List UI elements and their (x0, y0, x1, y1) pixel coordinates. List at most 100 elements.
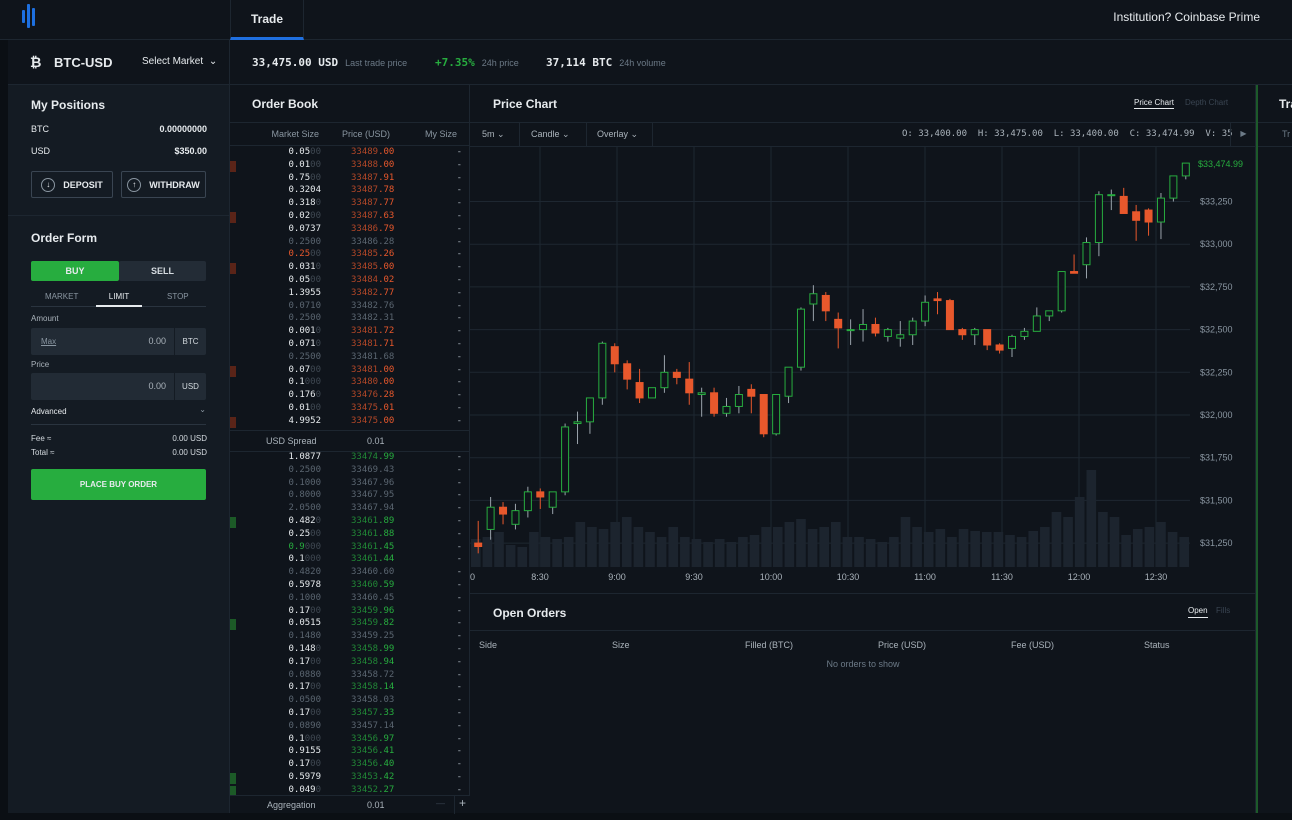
tab-price-chart[interactable]: Price Chart (1134, 98, 1175, 109)
volume-bar (935, 529, 946, 567)
bid-row[interactable]: 0.1480 33459.25 - (230, 631, 470, 644)
ask-row[interactable]: 0.7500 33487.91 - (230, 173, 470, 186)
bid-row[interactable]: 0.0890 33457.14 - (230, 721, 470, 734)
bid-row[interactable]: 0.1000 33456.97 - (230, 734, 470, 747)
bid-row[interactable]: 1.0877 33474.99 - (230, 452, 470, 465)
ask-row[interactable]: 0.2500 33481.68 - (230, 352, 470, 365)
volume-bar (912, 527, 922, 567)
market-selector[interactable]: ₿ BTC-USD Select Market ⌄ (8, 40, 230, 85)
bid-row[interactable]: 0.1700 33458.94 - (230, 657, 470, 670)
coinbase-pro-logo[interactable] (22, 4, 40, 28)
volume-bar (1144, 527, 1155, 567)
bid-row[interactable]: 0.5979 33453.42 - (230, 772, 470, 785)
ask-row[interactable]: 0.2500 33485.26 - (230, 249, 470, 262)
volume-bar (645, 532, 655, 567)
row-my-size: - (456, 528, 462, 539)
place-buy-order-button[interactable]: PLACE BUY ORDER (31, 469, 206, 500)
ask-row[interactable]: 0.0710 33481.71 - (230, 339, 470, 352)
row-price: 33484.02 (351, 275, 395, 285)
interval-select[interactable]: 5m ⌄ (470, 123, 520, 147)
bid-row[interactable]: 0.4820 33461.89 - (230, 516, 470, 529)
tab-fills[interactable]: Fills (1216, 606, 1231, 615)
tab-trade[interactable]: Trade (230, 0, 304, 40)
ask-row[interactable]: 0.0500 33489.00 - (230, 147, 470, 160)
row-my-size: - (456, 580, 462, 590)
bid-row[interactable]: 0.1700 33459.96 - (230, 606, 470, 619)
ask-row[interactable]: 4.9952 33475.00 - (230, 416, 470, 429)
bid-row[interactable]: 0.2500 33469.43 - (230, 465, 470, 478)
candlestick-chart[interactable]: $31,250 $31,500 $31,750 $32,000 $32,250 $32,5… (470, 147, 1256, 593)
row-my-size: - (456, 759, 462, 770)
bid-row[interactable]: 0.1000 33467.96 - (230, 478, 470, 491)
bid-row[interactable]: 0.0515 33459.82 - (230, 618, 470, 631)
bid-row[interactable]: 0.8000 33467.95 - (230, 490, 470, 503)
bid-row[interactable]: 0.0490 33452.27 - (230, 785, 470, 798)
candle-body (933, 298, 942, 302)
bid-row[interactable]: 0.2500 33461.88 - (230, 529, 470, 542)
row-size: 0.1700 (288, 605, 321, 616)
bid-row[interactable]: 0.9155 33456.41 - (230, 746, 470, 759)
bid-row[interactable]: 0.1700 33457.33 - (230, 708, 470, 721)
bid-row[interactable]: 0.0500 33458.03 - (230, 695, 470, 708)
row-price: 33488.00 (351, 159, 395, 170)
row-size: 0.0500 (288, 147, 321, 157)
volume-bar (1179, 537, 1189, 567)
ask-row[interactable]: 0.3180 33487.77 - (230, 198, 470, 211)
ask-row[interactable]: 0.0200 33487.63 - (230, 211, 470, 224)
ask-row[interactable]: 0.1000 33480.00 - (230, 377, 470, 390)
ask-row[interactable]: 0.0310 33485.00 - (230, 262, 470, 275)
row-size: 0.1700 (288, 708, 321, 718)
overlay-select[interactable]: Overlay ⌄ (587, 123, 653, 147)
ask-row[interactable]: 0.2500 33486.28 - (230, 237, 470, 250)
ask-row[interactable]: 0.0737 33486.79 - (230, 224, 470, 237)
tab-open[interactable]: Open (1188, 606, 1208, 618)
tab-stop[interactable]: STOP (167, 292, 189, 301)
buy-tab[interactable]: BUY (31, 261, 119, 281)
bid-row[interactable]: 0.1000 33461.44 - (230, 554, 470, 567)
sell-tab[interactable]: SELL (119, 261, 206, 281)
row-price: 33458.03 (351, 695, 395, 706)
row-size: 0.0880 (288, 669, 321, 680)
bid-row[interactable]: 2.0500 33467.94 - (230, 503, 470, 516)
chart-style-select[interactable]: Candle ⌄ (520, 123, 587, 147)
bid-row[interactable]: 0.1480 33458.99 - (230, 644, 470, 657)
deposit-button[interactable]: ↓ DEPOSIT (31, 171, 113, 198)
ask-row[interactable]: 0.0500 33484.02 - (230, 275, 470, 288)
aggregation-minus-button[interactable]: — (436, 798, 445, 808)
row-size: 0.4820 (288, 516, 321, 526)
select-market-button[interactable]: Select Market ⌄ (142, 56, 217, 67)
aggregation-plus-button[interactable]: + (454, 796, 470, 814)
tab-limit[interactable]: LIMIT (96, 290, 142, 307)
coinbase-prime-link[interactable]: Institution? Coinbase Prime (1113, 10, 1260, 24)
ask-row[interactable]: 0.0700 33481.00 - (230, 365, 470, 378)
ask-row[interactable]: 0.0010 33481.72 - (230, 326, 470, 339)
ask-row[interactable]: 0.2500 33482.31 - (230, 313, 470, 326)
ask-row[interactable]: 1.3955 33482.77 - (230, 288, 470, 301)
tab-depth-chart[interactable]: Depth Chart (1185, 98, 1229, 107)
price-input[interactable]: 0.00 USD (31, 373, 206, 400)
bid-row[interactable]: 0.5978 33460.59 - (230, 580, 470, 593)
arrow-down-icon: ↓ (41, 177, 56, 192)
tab-market[interactable]: MARKET (45, 292, 79, 301)
row-my-size: - (456, 262, 462, 273)
ask-row[interactable]: 0.0710 33482.76 - (230, 301, 470, 314)
volume-bar (831, 522, 841, 567)
ask-row[interactable]: 0.3204 33487.78 - (230, 185, 470, 198)
ask-row[interactable]: 0.1760 33476.28 - (230, 390, 470, 403)
ask-row[interactable]: 0.0100 33475.01 - (230, 403, 470, 416)
advanced-toggle[interactable]: Advanced ⌄ (31, 405, 206, 425)
bid-row[interactable]: 0.4820 33460.60 - (230, 567, 470, 580)
withdraw-button[interactable]: ↑ WITHDRAW (121, 171, 206, 198)
amount-input[interactable]: Max 0.00 BTC (31, 328, 206, 355)
play-icon[interactable]: ▶ (1230, 123, 1256, 147)
row-my-size: - (456, 464, 462, 475)
ask-row[interactable]: 0.0100 33488.00 - (230, 160, 470, 173)
bid-row[interactable]: 0.1700 33458.14 - (230, 682, 470, 695)
row-price: 33452.27 (351, 784, 395, 795)
max-link[interactable]: Max (41, 337, 57, 346)
bid-row[interactable]: 0.1000 33460.45 - (230, 593, 470, 606)
bid-row[interactable]: 0.1700 33456.40 - (230, 759, 470, 772)
row-price: 33475.00 (351, 415, 395, 426)
bid-row[interactable]: 0.0880 33458.72 - (230, 670, 470, 683)
bid-row[interactable]: 0.9000 33461.45 - (230, 542, 470, 555)
